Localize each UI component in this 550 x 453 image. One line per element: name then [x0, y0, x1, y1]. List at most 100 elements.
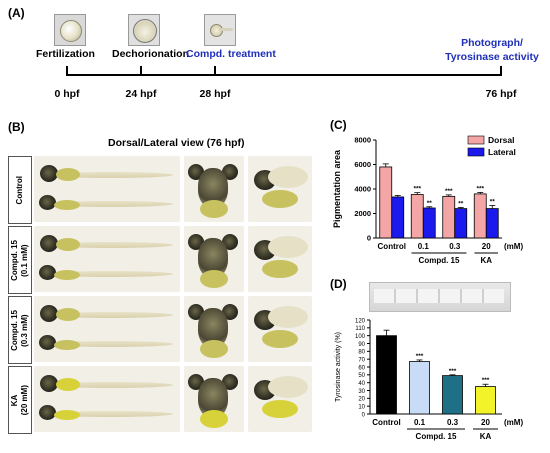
row-label-line2: (0.1 mM): [20, 243, 29, 277]
row-label: Compd. 15 (0.1 mM): [10, 240, 30, 281]
legend-swatch: [467, 135, 485, 145]
legend-label: Lateral: [488, 147, 516, 157]
bar-dorsal: [410, 194, 424, 239]
time-0hpf: 0 hpf: [54, 88, 80, 100]
y-tick-label: 70: [358, 357, 365, 363]
significance-mark: ***: [476, 185, 484, 192]
y-tick-label: 8000: [354, 136, 371, 145]
y-tick-label: 0: [367, 234, 371, 243]
bar: [475, 386, 496, 415]
stage-dechorionation: Dechorionation: [112, 48, 190, 60]
fish-lateral-closeup-photo: [248, 226, 312, 292]
y-tick-label: 50: [358, 373, 365, 379]
x-tick-label: Control: [372, 418, 400, 427]
fish-whole-body-photo: [34, 366, 180, 432]
time-24hpf: 24 hpf: [125, 88, 157, 100]
fish-lateral-closeup-photo: [248, 156, 312, 222]
stage-compd-treatment: Compd. treatment: [186, 48, 276, 60]
x-tick-label: 0.1: [418, 242, 430, 251]
panel-a-label: (A): [8, 6, 25, 20]
y-tick-label: 0: [362, 412, 366, 418]
panel-c-label: (C): [330, 118, 347, 132]
fertilization-embryo-image: [54, 14, 86, 46]
y-tick-label: 10: [358, 404, 365, 410]
group-label: Compd. 15: [419, 256, 460, 265]
significance-mark: **: [490, 199, 496, 206]
legend-label: Dorsal: [488, 135, 514, 145]
stage-photograph-line1: Photograph/: [461, 37, 523, 49]
significance-mark: ***: [482, 377, 490, 384]
significance-mark: ***: [445, 188, 453, 195]
bar-dorsal: [473, 193, 487, 239]
fish-whole-body-photo: [34, 226, 180, 292]
fish-dorsal-closeup-photo: [184, 296, 244, 362]
row-label-box: KA (20 mM): [8, 366, 32, 434]
x-tick-label: 0.1: [414, 418, 426, 427]
row-label-line2: (20 mM): [20, 384, 29, 416]
y-tick-label: 60: [358, 365, 365, 371]
timeline: [66, 66, 502, 76]
tyrosinase-assay-image: [369, 282, 511, 312]
pigmentation-chart: 0 2000 4000 6000 8000 Pigmentation area Contro…: [332, 135, 523, 265]
y-tick-label: 90: [358, 342, 365, 348]
row-label-box: Compd. 15 (0.1 mM): [8, 226, 32, 294]
fish-lateral-closeup-photo: [248, 296, 312, 362]
row-label: Compd. 15 (0.3 mM): [10, 310, 30, 351]
stage-fertilization: Fertilization: [36, 48, 95, 60]
row-label-line1: Control: [15, 175, 24, 205]
panel-d-label: (D): [330, 277, 347, 291]
y-axis-title: Pigmentation area: [332, 149, 342, 228]
fish-dorsal-closeup-photo: [184, 226, 244, 292]
row-label-line2: (0.3 mM): [20, 313, 29, 347]
significance-mark: ***: [416, 353, 424, 360]
y-tick-label: 30: [358, 389, 365, 395]
group-label: KA: [480, 256, 492, 265]
bar-lateral: [454, 208, 468, 239]
y-tick-label: 20: [358, 397, 365, 403]
significance-mark: **: [458, 200, 464, 207]
y-tick-label: 100: [355, 334, 366, 340]
legend-swatch: [467, 147, 485, 157]
row-label: KA (20 mM): [10, 385, 30, 415]
y-axis-title: Tyrosinase activity (%): [335, 332, 342, 402]
bar-dorsal: [379, 166, 393, 239]
row-label-line1: KA: [10, 394, 19, 406]
time-28hpf: 28 hpf: [199, 88, 231, 100]
treatment-embryo-image: [204, 14, 236, 46]
significance-mark: **: [427, 200, 433, 207]
group-label: Compd. 15: [416, 432, 457, 441]
fish-dorsal-closeup-photo: [184, 156, 244, 222]
fish-whole-body-photo: [34, 296, 180, 362]
significance-mark: ***: [449, 368, 457, 375]
row-label-line1: Compd. 15: [10, 309, 19, 351]
stage-photograph-line2: Tyrosinase activity: [445, 51, 539, 63]
fish-dorsal-closeup-photo: [184, 366, 244, 432]
y-tick-label: 2000: [354, 209, 371, 218]
x-tick-label: Control: [378, 242, 406, 251]
bar: [442, 375, 463, 415]
row-label-line1: Compd. 15: [10, 239, 19, 281]
row-label-box: Compd. 15 (0.3 mM): [8, 296, 32, 364]
panel-b-label: (B): [8, 120, 25, 134]
unit-label: (mM): [504, 242, 523, 251]
x-tick-label: 20: [481, 418, 490, 427]
y-tick-label: 120: [355, 318, 366, 324]
y-tick-label: 6000: [354, 160, 371, 169]
y-tick-label: 110: [355, 326, 365, 332]
x-tick-label: 0.3: [447, 418, 459, 427]
y-tick-label: 4000: [354, 185, 371, 194]
x-tick-label: 0.3: [449, 242, 461, 251]
fish-lateral-closeup-photo: [248, 366, 312, 432]
time-76hpf: 76 hpf: [485, 88, 517, 100]
group-label: KA: [480, 432, 492, 441]
bar: [376, 335, 397, 415]
row-label-box: Control: [8, 156, 32, 224]
bar-lateral: [422, 207, 436, 239]
fish-whole-body-photo: [34, 156, 180, 222]
significance-mark: ***: [413, 186, 421, 193]
y-tick-label: 40: [358, 381, 365, 387]
stage-photograph: Photograph/ Tyrosinase activity: [442, 36, 542, 64]
bar-lateral: [391, 196, 405, 239]
bar-lateral: [485, 208, 499, 239]
